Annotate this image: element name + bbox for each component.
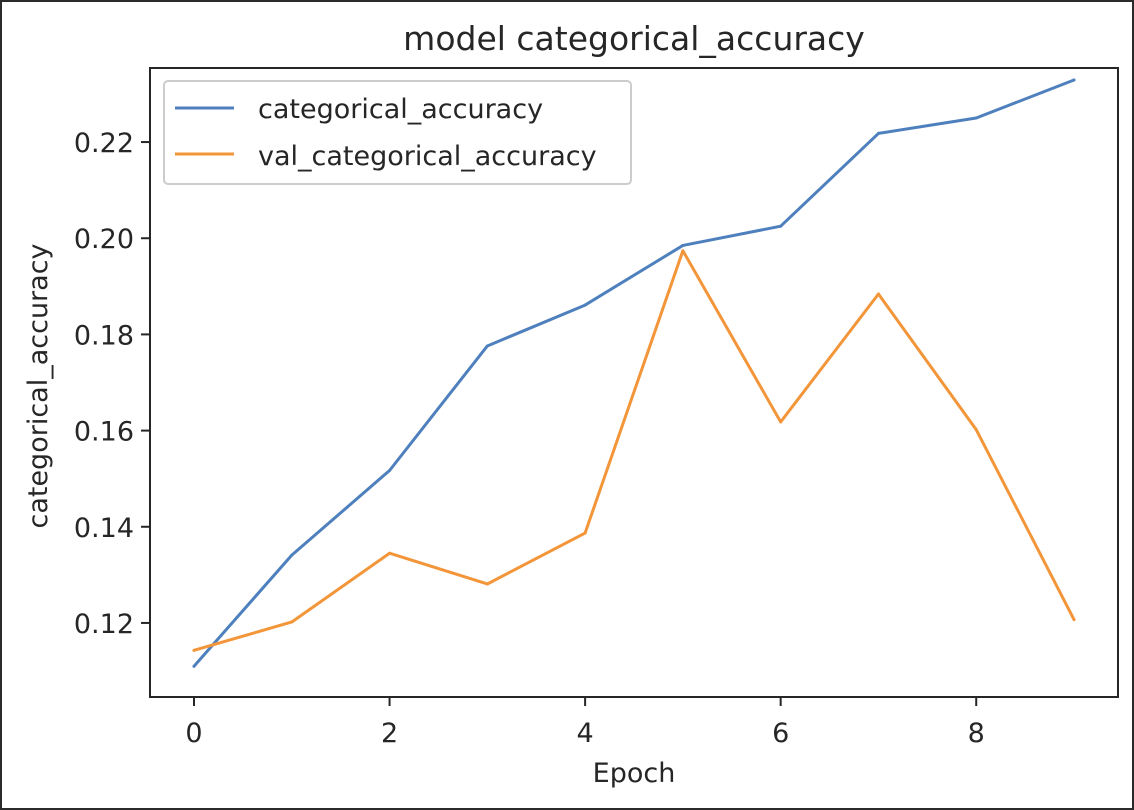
series-line-categorical-accuracy	[192, 78, 1076, 668]
x-axis-title: Epoch	[593, 758, 676, 789]
legend-label-val-categorical-accuracy: val_categorical_accuracy	[258, 141, 597, 172]
data-point-val-categorical-accuracy	[876, 292, 880, 296]
chart-title: model categorical_accuracy	[403, 19, 865, 58]
legend: categorical_accuracy val_categorical_acc…	[163, 80, 632, 185]
data-point-val-categorical-accuracy	[779, 420, 783, 424]
y-tick-label: 0.14	[74, 513, 134, 544]
data-point-val-categorical-accuracy	[583, 531, 587, 535]
data-point-categorical-accuracy	[974, 116, 978, 120]
data-point-categorical-accuracy	[779, 224, 783, 228]
data-point-val-categorical-accuracy	[1072, 618, 1076, 622]
data-point-val-categorical-accuracy	[290, 620, 294, 624]
x-tick-label: 8	[968, 718, 985, 749]
data-point-categorical-accuracy	[485, 344, 489, 348]
x-tick-label: 0	[185, 718, 202, 749]
x-axis: 0 2 4 6 8	[185, 697, 985, 749]
data-point-categorical-accuracy	[681, 243, 685, 247]
data-point-val-categorical-accuracy	[681, 249, 685, 253]
y-tick-label: 0.18	[74, 320, 134, 351]
y-axis-title: categorical_accuracy	[23, 243, 54, 528]
data-point-categorical-accuracy	[388, 469, 392, 473]
data-point-categorical-accuracy	[1072, 78, 1076, 82]
data-point-categorical-accuracy	[876, 131, 880, 135]
data-point-val-categorical-accuracy	[388, 551, 392, 555]
y-tick-label: 0.16	[74, 417, 134, 448]
y-tick-label: 0.20	[74, 224, 134, 255]
y-tick-label: 0.22	[74, 128, 134, 159]
data-point-val-categorical-accuracy	[485, 582, 489, 586]
x-tick-label: 4	[577, 718, 594, 749]
data-point-categorical-accuracy	[583, 303, 587, 307]
x-tick-label: 2	[381, 718, 398, 749]
y-axis: 0.12 0.14 0.16 0.18 0.20 0.22	[74, 128, 150, 640]
data-point-categorical-accuracy	[192, 664, 196, 668]
legend-label-categorical-accuracy: categorical_accuracy	[258, 94, 543, 125]
series-line-val-categorical-accuracy	[192, 249, 1076, 652]
series-layer	[192, 78, 1076, 668]
legend-box	[163, 80, 632, 185]
data-point-categorical-accuracy	[290, 553, 294, 557]
x-tick-label: 6	[772, 718, 789, 749]
data-point-val-categorical-accuracy	[974, 428, 978, 432]
data-point-val-categorical-accuracy	[192, 648, 196, 652]
y-tick-label: 0.12	[74, 609, 134, 640]
